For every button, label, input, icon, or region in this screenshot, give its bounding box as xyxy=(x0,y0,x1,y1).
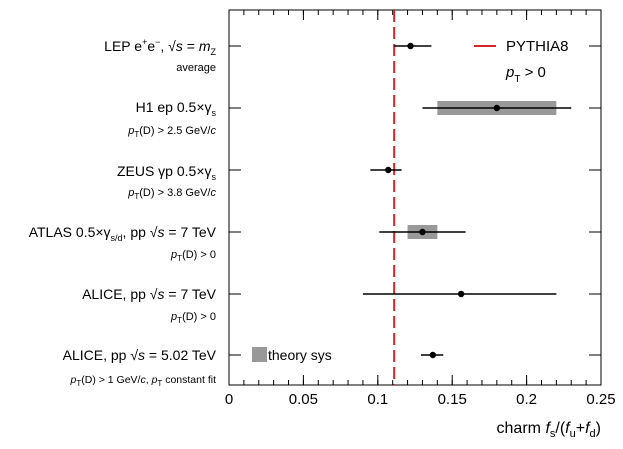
row-label-5: ALICE, pp √s = 5.02 TeV xyxy=(63,347,217,363)
x-tick-label: 0.2 xyxy=(516,391,537,408)
row-label-3: ATLAS 0.5×γs/d, pp √s = 7 TeV xyxy=(29,224,217,243)
data-point xyxy=(429,351,437,359)
row-label-1: H1 ep 0.5×γs xyxy=(136,99,217,118)
row-label-2: ZEUS γp 0.5×γs xyxy=(117,163,217,182)
row-label-0: LEP e+e−, √s = mZ xyxy=(104,37,216,57)
row-sublabel-5: pT(D) > 1 GeV/c, pT constant fit xyxy=(70,374,217,388)
row-sublabel-4: pT(D) > 0 xyxy=(170,311,216,325)
row-sublabel-3: pT(D) > 0 xyxy=(170,249,216,263)
data-point xyxy=(419,228,426,236)
legend-pythia: PYTHIA8 pT > 0 xyxy=(474,38,569,85)
data-point xyxy=(493,104,501,112)
row-sublabel-1: pT(D) > 2.5 GeV/c xyxy=(127,125,216,139)
x-tick-label: 0 xyxy=(225,391,233,408)
row-sublabel-2: pT(D) > 3.8 GeV/c xyxy=(127,187,216,201)
data-point xyxy=(385,166,392,174)
x-axis-title: charm fs/(fu+fd) xyxy=(497,420,601,440)
x-axis: 0 0.05 0.1 0.15 0.2 0.25 xyxy=(225,10,616,408)
measurements xyxy=(362,42,572,359)
plot-frame xyxy=(228,9,602,386)
data-point xyxy=(457,290,465,298)
legend-theory-swatch xyxy=(252,347,267,362)
x-tick-label: 0.1 xyxy=(367,391,388,408)
legend-pythia-label: PYTHIA8 xyxy=(506,38,569,55)
legend-theory-label: theory sys xyxy=(268,347,332,363)
x-tick-label: 0.05 xyxy=(289,391,318,408)
data-point xyxy=(407,42,414,50)
legend-theory: theory sys xyxy=(252,347,332,363)
row-label-4: ALICE, pp √s = 7 TeV xyxy=(82,286,217,302)
x-tick-label: 0.25 xyxy=(586,391,615,408)
row-sublabel-0: average xyxy=(176,62,216,74)
theory-bands xyxy=(407,101,557,239)
x-tick-label: 0.15 xyxy=(438,391,467,408)
legend-pythia-sublabel: pT > 0 xyxy=(505,64,546,85)
row-labels: LEP e+e−, √s = mZ average H1 ep 0.5×γs p… xyxy=(29,37,217,388)
